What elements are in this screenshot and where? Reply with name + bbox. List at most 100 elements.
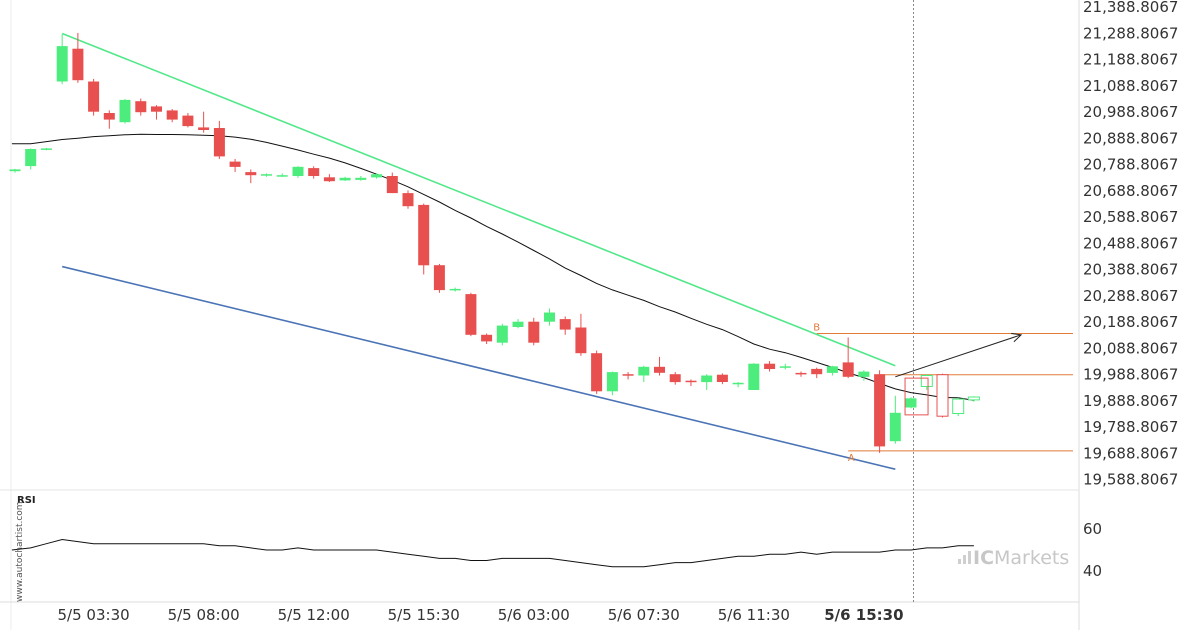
candle — [764, 361, 776, 372]
candle-body — [858, 371, 870, 377]
candle-body — [591, 353, 603, 392]
y-tick-label: 20,288.8067 — [1083, 287, 1178, 305]
candle-body — [905, 398, 917, 408]
candle-body — [544, 312, 555, 322]
candle-body — [25, 149, 37, 167]
candle-body — [339, 177, 351, 181]
y-tick-label: 20,488.8067 — [1083, 234, 1178, 252]
svg-text:ICMarkets: ICMarkets — [973, 547, 1069, 569]
candle-body — [811, 368, 823, 375]
x-tick-label: 5/5 15:30 — [388, 606, 460, 624]
candle-body — [276, 175, 288, 177]
candle — [795, 371, 807, 377]
candle — [842, 337, 854, 379]
icmarkets-logo: ICMarkets — [958, 547, 1069, 569]
y-tick-label: 19,788.8067 — [1083, 418, 1178, 436]
candle — [591, 350, 603, 394]
candle-body — [889, 412, 901, 442]
y-tick-label: 21,088.8067 — [1083, 77, 1178, 95]
pattern-point-labels: BA — [813, 322, 855, 463]
candle-body — [182, 115, 194, 127]
candle-body — [433, 265, 445, 291]
candle-body — [229, 161, 241, 167]
candle-body — [967, 396, 980, 401]
candle-body — [261, 174, 272, 176]
candle-body — [952, 398, 965, 415]
candle-body — [622, 374, 634, 376]
y-tick-label: 20,688.8067 — [1083, 182, 1178, 200]
x-axis-ticks: 5/5 03:30 5/5 08:00 5/5 12:00 5/5 15:30 5/6 … — [58, 606, 904, 624]
candle-body — [56, 46, 68, 82]
candle-body — [481, 334, 493, 342]
candle-body — [119, 99, 131, 123]
candle-body — [874, 374, 886, 447]
candle — [418, 203, 430, 275]
candle — [606, 371, 618, 396]
candle — [496, 323, 508, 346]
candle-body — [308, 168, 320, 176]
candle — [512, 319, 524, 329]
candle-body — [323, 177, 335, 182]
y-axis-ticks: 21,388.8067 21,288.8067 21,188.8067 21,088.… — [1083, 0, 1178, 489]
moving-average-line — [11, 133, 974, 401]
candle — [716, 373, 728, 385]
candle — [339, 176, 351, 181]
y-tick-label: 19,888.8067 — [1083, 392, 1178, 410]
moving-average — [11, 133, 974, 401]
candle — [559, 316, 571, 335]
candle — [654, 356, 665, 376]
x-tick-label: 5/5 03:30 — [58, 606, 130, 624]
candle-body — [701, 375, 713, 383]
candle — [622, 372, 634, 380]
candle — [433, 263, 445, 293]
candle-body — [135, 101, 147, 113]
candle — [874, 370, 886, 453]
candle-body — [748, 363, 760, 390]
candle-body — [654, 366, 665, 373]
candle — [936, 373, 949, 418]
candles — [9, 32, 980, 453]
candle — [9, 168, 21, 173]
candle — [858, 370, 870, 381]
x-tick-label: 5/6 11:30 — [718, 606, 790, 624]
candle — [528, 317, 540, 346]
candle-body — [528, 321, 540, 343]
y-tick-label: 19,588.8067 — [1083, 471, 1178, 489]
y-tick-label: 20,088.8067 — [1083, 339, 1178, 357]
candle-body — [764, 363, 776, 369]
candle-body — [355, 177, 367, 180]
candle — [135, 98, 147, 116]
candle — [72, 32, 84, 83]
candle — [182, 112, 194, 128]
candle — [103, 110, 115, 129]
candle-body — [72, 48, 84, 81]
candle — [402, 190, 414, 209]
candle-body — [512, 321, 524, 327]
x-tick-label: 5/5 08:00 — [168, 606, 240, 624]
candle — [371, 173, 383, 179]
candle — [638, 365, 650, 383]
support-line — [61, 265, 896, 470]
candle — [465, 292, 477, 337]
candle — [229, 158, 241, 173]
candle-body — [418, 204, 430, 266]
candle — [952, 397, 965, 417]
rsi-indicator — [11, 538, 974, 568]
candle-body — [606, 372, 618, 392]
candle-body — [88, 81, 100, 112]
y-tick-label: 20,888.8067 — [1083, 129, 1178, 147]
forecast-box — [904, 377, 929, 416]
x-tick-label: 5/6 07:30 — [608, 606, 680, 624]
brand-ic: IC — [973, 547, 994, 569]
candle — [669, 372, 681, 385]
candle — [386, 172, 398, 194]
candle — [811, 367, 823, 379]
candle-body — [292, 166, 304, 176]
candle — [889, 395, 901, 444]
candle — [25, 148, 37, 170]
forecast-arrow-line — [895, 334, 1022, 378]
rsi-axis-ticks: 60 40 — [1083, 520, 1102, 580]
candle — [198, 111, 210, 133]
y-tick-label: 20,188.8067 — [1083, 313, 1178, 331]
